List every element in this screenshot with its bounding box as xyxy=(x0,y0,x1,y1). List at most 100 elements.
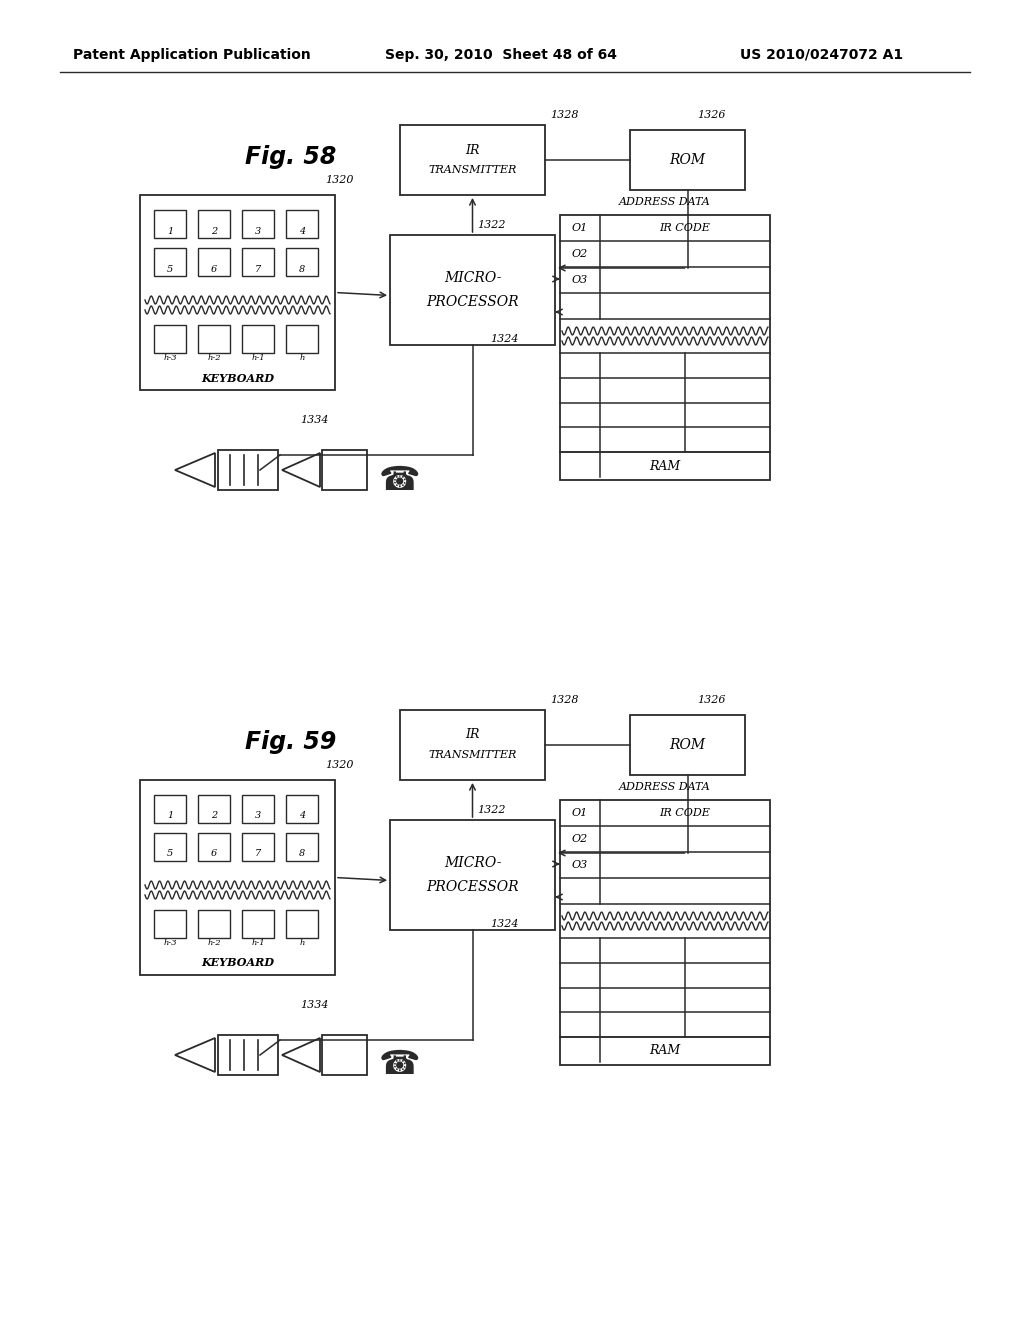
Bar xyxy=(630,715,745,775)
Bar xyxy=(140,780,335,975)
Text: h: h xyxy=(299,354,305,362)
Text: Patent Application Publication: Patent Application Publication xyxy=(73,48,310,62)
Text: Fig. 59: Fig. 59 xyxy=(245,730,336,754)
Bar xyxy=(198,909,230,939)
Text: 7: 7 xyxy=(255,850,261,858)
Bar xyxy=(560,215,770,480)
Text: ROM: ROM xyxy=(670,738,706,752)
Polygon shape xyxy=(282,1038,319,1072)
Bar xyxy=(198,325,230,352)
Bar xyxy=(242,795,274,822)
Bar xyxy=(400,125,545,195)
Bar xyxy=(154,210,186,238)
Text: ☎: ☎ xyxy=(379,463,421,496)
Text: IR: IR xyxy=(465,729,479,742)
Text: MICRO-: MICRO- xyxy=(443,855,502,870)
Text: RAM: RAM xyxy=(649,1044,681,1057)
Polygon shape xyxy=(175,1038,215,1072)
Bar xyxy=(560,800,770,1065)
Bar xyxy=(242,210,274,238)
Text: IR CODE: IR CODE xyxy=(659,808,711,818)
Text: h-2: h-2 xyxy=(207,939,221,946)
Text: h-1: h-1 xyxy=(251,354,265,362)
Text: 1326: 1326 xyxy=(697,110,726,120)
Text: O1: O1 xyxy=(571,223,588,234)
Bar xyxy=(218,1035,278,1074)
Bar xyxy=(242,248,274,276)
Bar xyxy=(140,195,335,389)
Text: IR CODE: IR CODE xyxy=(659,223,711,234)
Text: 5: 5 xyxy=(167,850,173,858)
Bar xyxy=(322,1035,367,1074)
Bar xyxy=(286,248,318,276)
Text: KEYBOARD: KEYBOARD xyxy=(201,957,274,969)
Text: 8: 8 xyxy=(299,264,305,273)
Bar xyxy=(198,210,230,238)
Text: 1324: 1324 xyxy=(490,919,518,929)
Bar xyxy=(154,909,186,939)
Text: 1320: 1320 xyxy=(325,176,353,185)
Bar xyxy=(242,325,274,352)
Text: TRANSMITTER: TRANSMITTER xyxy=(428,165,517,176)
Text: 1334: 1334 xyxy=(300,414,329,425)
Text: ADDRESS DATA: ADDRESS DATA xyxy=(620,781,711,792)
Text: h-2: h-2 xyxy=(207,354,221,362)
Text: 2: 2 xyxy=(211,812,217,821)
Text: 1322: 1322 xyxy=(477,805,506,814)
Text: 1324: 1324 xyxy=(490,334,518,345)
Text: 2: 2 xyxy=(211,227,217,235)
Text: Sep. 30, 2010  Sheet 48 of 64: Sep. 30, 2010 Sheet 48 of 64 xyxy=(385,48,617,62)
Bar xyxy=(286,210,318,238)
Bar xyxy=(242,909,274,939)
Polygon shape xyxy=(282,453,319,487)
Bar xyxy=(198,248,230,276)
Text: PROCESSOR: PROCESSOR xyxy=(426,294,519,309)
Text: h-1: h-1 xyxy=(251,939,265,946)
Text: O2: O2 xyxy=(571,249,588,259)
Text: 1334: 1334 xyxy=(300,1001,329,1010)
Text: US 2010/0247072 A1: US 2010/0247072 A1 xyxy=(740,48,903,62)
Text: O3: O3 xyxy=(571,861,588,870)
Text: 5: 5 xyxy=(167,264,173,273)
Bar xyxy=(154,325,186,352)
Text: 3: 3 xyxy=(255,227,261,235)
Text: 4: 4 xyxy=(299,227,305,235)
Text: h-3: h-3 xyxy=(163,354,177,362)
Bar xyxy=(630,129,745,190)
Text: TRANSMITTER: TRANSMITTER xyxy=(428,750,517,760)
Text: ADDRESS DATA: ADDRESS DATA xyxy=(620,197,711,207)
Text: 7: 7 xyxy=(255,264,261,273)
Bar xyxy=(198,795,230,822)
Text: O3: O3 xyxy=(571,275,588,285)
Text: 6: 6 xyxy=(211,850,217,858)
Text: IR: IR xyxy=(465,144,479,157)
Text: ☎: ☎ xyxy=(379,1048,421,1081)
Text: ROM: ROM xyxy=(670,153,706,168)
Bar xyxy=(154,248,186,276)
Bar xyxy=(286,833,318,861)
Polygon shape xyxy=(175,453,215,487)
Text: 1320: 1320 xyxy=(325,760,353,770)
Bar xyxy=(400,710,545,780)
Bar xyxy=(286,795,318,822)
Bar xyxy=(322,450,367,490)
Text: 1326: 1326 xyxy=(697,696,726,705)
Text: 1: 1 xyxy=(167,227,173,235)
Text: PROCESSOR: PROCESSOR xyxy=(426,880,519,894)
Text: h-3: h-3 xyxy=(163,939,177,946)
Text: 1322: 1322 xyxy=(477,220,506,230)
Bar xyxy=(286,909,318,939)
Text: h: h xyxy=(299,939,305,946)
Text: O2: O2 xyxy=(571,834,588,843)
Text: 1328: 1328 xyxy=(550,696,579,705)
Text: RAM: RAM xyxy=(649,459,681,473)
Text: MICRO-: MICRO- xyxy=(443,271,502,285)
Text: 1328: 1328 xyxy=(550,110,579,120)
Bar xyxy=(154,833,186,861)
Text: 6: 6 xyxy=(211,264,217,273)
Bar xyxy=(154,795,186,822)
Text: 1: 1 xyxy=(167,812,173,821)
Bar xyxy=(390,235,555,345)
Text: 4: 4 xyxy=(299,812,305,821)
Text: Fig. 58: Fig. 58 xyxy=(245,145,336,169)
